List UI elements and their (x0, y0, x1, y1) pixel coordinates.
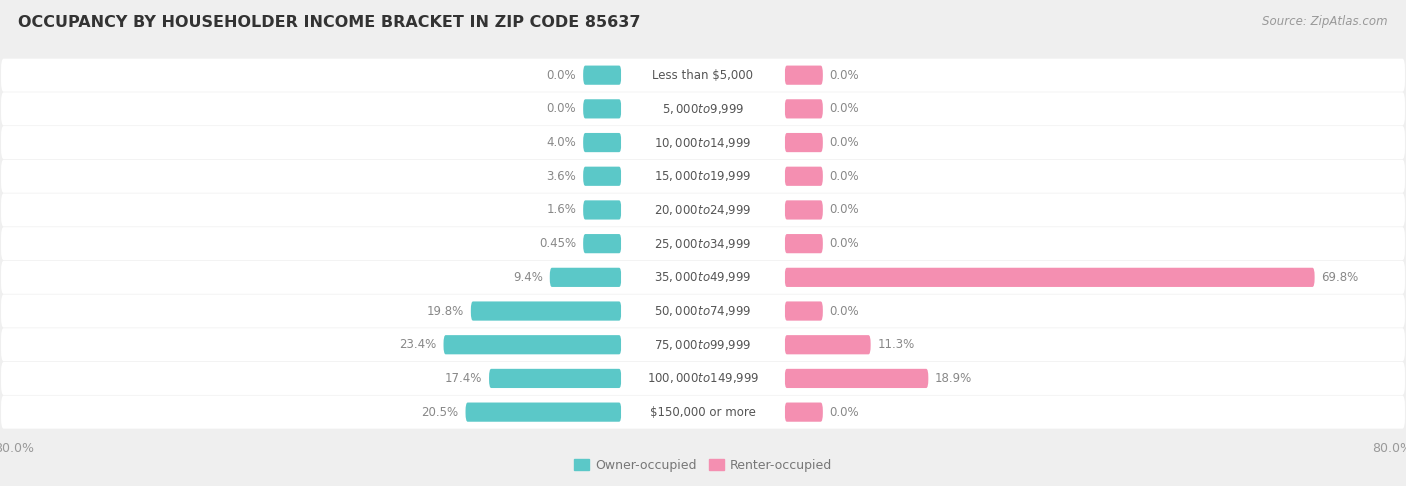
Text: 23.4%: 23.4% (399, 338, 437, 351)
FancyBboxPatch shape (1, 261, 1405, 294)
Text: 0.0%: 0.0% (830, 69, 859, 82)
FancyBboxPatch shape (443, 335, 621, 354)
FancyBboxPatch shape (583, 133, 621, 152)
Text: 9.4%: 9.4% (513, 271, 543, 284)
FancyBboxPatch shape (785, 402, 823, 422)
Text: 0.0%: 0.0% (547, 103, 576, 115)
Text: $75,000 to $99,999: $75,000 to $99,999 (654, 338, 752, 352)
Text: $50,000 to $74,999: $50,000 to $74,999 (654, 304, 752, 318)
FancyBboxPatch shape (621, 66, 785, 85)
FancyBboxPatch shape (621, 301, 785, 321)
Text: $15,000 to $19,999: $15,000 to $19,999 (654, 169, 752, 183)
Text: $100,000 to $149,999: $100,000 to $149,999 (647, 371, 759, 385)
Text: 69.8%: 69.8% (1322, 271, 1358, 284)
FancyBboxPatch shape (1, 92, 1405, 125)
Text: 0.0%: 0.0% (547, 69, 576, 82)
Text: $10,000 to $14,999: $10,000 to $14,999 (654, 136, 752, 150)
Text: $150,000 or more: $150,000 or more (650, 406, 756, 418)
Text: 19.8%: 19.8% (427, 305, 464, 317)
FancyBboxPatch shape (583, 167, 621, 186)
FancyBboxPatch shape (785, 133, 823, 152)
Text: 0.45%: 0.45% (540, 237, 576, 250)
Text: 17.4%: 17.4% (444, 372, 482, 385)
FancyBboxPatch shape (785, 200, 823, 220)
Text: 0.0%: 0.0% (830, 103, 859, 115)
FancyBboxPatch shape (621, 369, 785, 388)
Text: 4.0%: 4.0% (547, 136, 576, 149)
Text: 0.0%: 0.0% (830, 305, 859, 317)
Legend: Owner-occupied, Renter-occupied: Owner-occupied, Renter-occupied (568, 453, 838, 477)
FancyBboxPatch shape (785, 301, 823, 321)
FancyBboxPatch shape (621, 99, 785, 119)
FancyBboxPatch shape (465, 402, 621, 422)
FancyBboxPatch shape (785, 167, 823, 186)
Text: 0.0%: 0.0% (830, 204, 859, 216)
Text: OCCUPANCY BY HOUSEHOLDER INCOME BRACKET IN ZIP CODE 85637: OCCUPANCY BY HOUSEHOLDER INCOME BRACKET … (18, 15, 641, 30)
FancyBboxPatch shape (785, 369, 928, 388)
FancyBboxPatch shape (583, 99, 621, 119)
Text: 0.0%: 0.0% (830, 406, 859, 418)
FancyBboxPatch shape (621, 268, 785, 287)
FancyBboxPatch shape (621, 335, 785, 354)
FancyBboxPatch shape (785, 99, 823, 119)
FancyBboxPatch shape (1, 160, 1405, 193)
FancyBboxPatch shape (550, 268, 621, 287)
FancyBboxPatch shape (785, 268, 1315, 287)
FancyBboxPatch shape (621, 200, 785, 220)
Text: 3.6%: 3.6% (547, 170, 576, 183)
FancyBboxPatch shape (621, 167, 785, 186)
FancyBboxPatch shape (1, 227, 1405, 260)
FancyBboxPatch shape (471, 301, 621, 321)
FancyBboxPatch shape (785, 234, 823, 253)
FancyBboxPatch shape (621, 402, 785, 422)
FancyBboxPatch shape (1, 396, 1405, 429)
FancyBboxPatch shape (1, 126, 1405, 159)
Text: $5,000 to $9,999: $5,000 to $9,999 (662, 102, 744, 116)
FancyBboxPatch shape (621, 133, 785, 152)
Text: 11.3%: 11.3% (877, 338, 915, 351)
FancyBboxPatch shape (583, 66, 621, 85)
Text: $25,000 to $34,999: $25,000 to $34,999 (654, 237, 752, 251)
Text: 1.6%: 1.6% (547, 204, 576, 216)
Text: Source: ZipAtlas.com: Source: ZipAtlas.com (1263, 15, 1388, 28)
Text: 0.0%: 0.0% (830, 237, 859, 250)
FancyBboxPatch shape (489, 369, 621, 388)
FancyBboxPatch shape (785, 335, 870, 354)
Text: 0.0%: 0.0% (830, 170, 859, 183)
Text: 20.5%: 20.5% (422, 406, 458, 418)
FancyBboxPatch shape (1, 362, 1405, 395)
FancyBboxPatch shape (1, 295, 1405, 328)
FancyBboxPatch shape (785, 66, 823, 85)
Text: 18.9%: 18.9% (935, 372, 973, 385)
FancyBboxPatch shape (1, 328, 1405, 361)
Text: $35,000 to $49,999: $35,000 to $49,999 (654, 270, 752, 284)
FancyBboxPatch shape (1, 59, 1405, 92)
FancyBboxPatch shape (621, 234, 785, 253)
FancyBboxPatch shape (1, 193, 1405, 226)
FancyBboxPatch shape (583, 200, 621, 220)
Text: $20,000 to $24,999: $20,000 to $24,999 (654, 203, 752, 217)
FancyBboxPatch shape (583, 234, 621, 253)
Text: 0.0%: 0.0% (830, 136, 859, 149)
Text: Less than $5,000: Less than $5,000 (652, 69, 754, 82)
